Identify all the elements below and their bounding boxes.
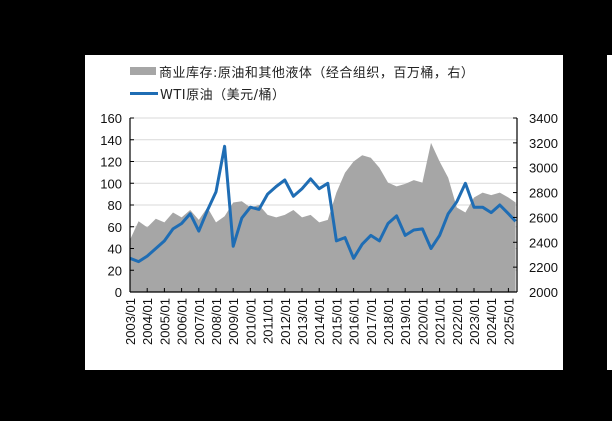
x-tick-label: 2016/01 [347, 298, 362, 345]
left-tick-label: 160 [100, 111, 122, 126]
area-swatch-icon [130, 67, 156, 75]
right-tick-label: 2600 [529, 210, 558, 225]
x-tick-label: 2025/01 [501, 298, 516, 345]
x-tick-label: 2023/01 [467, 298, 482, 345]
x-tick-label: 2009/01 [226, 298, 241, 345]
x-tick-label: 2012/01 [278, 298, 293, 345]
left-tick-label: 120 [100, 155, 122, 170]
right-tick-label: 2800 [529, 186, 558, 201]
inventory-area [130, 142, 516, 292]
x-tick-label: 2013/01 [295, 298, 310, 345]
x-tick-label: 2006/01 [175, 298, 190, 345]
right-tick-label: 3200 [529, 136, 558, 151]
right-tick-label: 3400 [529, 111, 558, 126]
right-edge-strip [607, 55, 612, 370]
chart-legend: 商业库存:原油和其他液体（经合组织，百万桶，右） WTI原油（美元/桶） [130, 60, 474, 104]
x-tick-label: 2008/01 [209, 298, 224, 345]
x-tick-label: 2019/01 [398, 298, 413, 345]
x-tick-label: 2007/01 [192, 298, 207, 345]
line-swatch-icon [130, 91, 158, 95]
left-tick-label: 60 [108, 220, 122, 235]
x-tick-label: 2021/01 [433, 298, 448, 345]
right-tick-label: 2000 [529, 285, 558, 300]
axes [129, 117, 518, 293]
x-tick-label: 2022/01 [450, 298, 465, 345]
right-tick-label: 3000 [529, 161, 558, 176]
legend-label-inventory: 商业库存:原油和其他液体（经合组织，百万桶，右） [159, 65, 475, 81]
right-tick-label: 2400 [529, 235, 558, 250]
x-tick-label: 2014/01 [312, 298, 327, 345]
left-axis-labels: 0 20 40 60 80 100 120 140 160 [100, 111, 122, 300]
left-tick-label: 0 [115, 285, 122, 300]
left-tick-label: 20 [108, 263, 122, 278]
legend-item-wti: WTI原油（美元/桶） [130, 82, 474, 104]
left-tick-label: 40 [108, 242, 122, 257]
x-tick-label: 2004/01 [140, 298, 155, 345]
wti-line [129, 144, 517, 264]
right-tick-label: 2200 [529, 260, 558, 275]
legend-label-wti: WTI原油（美元/桶） [160, 87, 286, 103]
left-tick-label: 80 [108, 198, 122, 213]
x-axis-labels: 2003/01 2004/01 2005/01 2006/01 2007/01 2008/… [123, 298, 516, 345]
right-axis-labels: 2000 2200 2400 2600 2800 3000 3200 3400 [529, 111, 558, 300]
x-tick-label: 2010/01 [243, 298, 258, 345]
x-tick-label: 2017/01 [364, 298, 379, 345]
x-tick-label: 2020/01 [415, 298, 430, 345]
x-tick-label: 2011/01 [261, 298, 276, 344]
legend-item-inventory: 商业库存:原油和其他液体（经合组织，百万桶，右） [130, 60, 474, 82]
x-tick-label: 2003/01 [123, 298, 138, 345]
x-tick-label: 2024/01 [484, 298, 499, 345]
left-tick-label: 140 [100, 133, 122, 148]
x-tick-label: 2018/01 [381, 298, 396, 345]
left-tick-label: 100 [100, 176, 122, 191]
x-tick-label: 2015/01 [329, 298, 344, 345]
x-tick-label: 2005/01 [157, 298, 172, 345]
